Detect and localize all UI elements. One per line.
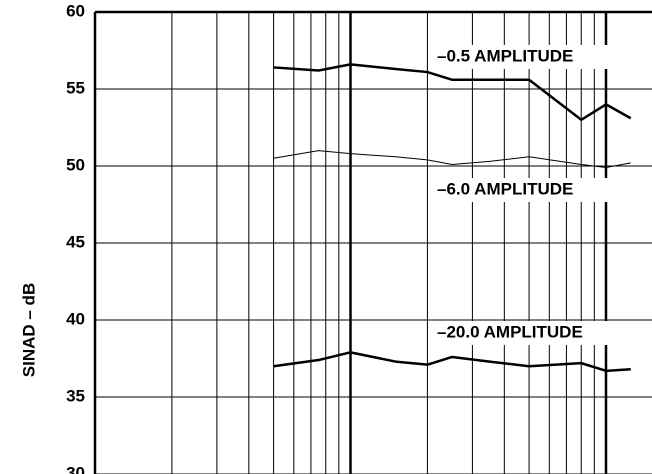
label-background bbox=[432, 178, 652, 202]
y-tick-label: 35 bbox=[66, 386, 85, 405]
label-background bbox=[432, 321, 652, 345]
y-axis-label: SINAD – dB bbox=[19, 283, 38, 377]
y-tick-label: 50 bbox=[66, 155, 85, 174]
series-label: –0.5 AMPLITUDE bbox=[437, 46, 573, 65]
y-tick-label: 45 bbox=[66, 232, 85, 251]
y-tick-label: 40 bbox=[66, 309, 85, 328]
label-background bbox=[432, 45, 652, 69]
lines: –0.5 AMPLITUDE –6.0 AMPLITUDE –20.0 AMPLIT… bbox=[273, 45, 652, 373]
series-label: –6.0 AMPLITUDE bbox=[437, 179, 573, 198]
series-label: –20.0 AMPLITUDE bbox=[437, 322, 583, 341]
data-line bbox=[273, 63, 632, 122]
y-tick-label: 55 bbox=[66, 78, 85, 97]
y-tick-label: 60 bbox=[66, 1, 85, 20]
grid bbox=[95, 11, 652, 474]
y-tick-label: 30 bbox=[66, 463, 85, 474]
data-line bbox=[273, 150, 631, 169]
data-line bbox=[273, 351, 631, 373]
